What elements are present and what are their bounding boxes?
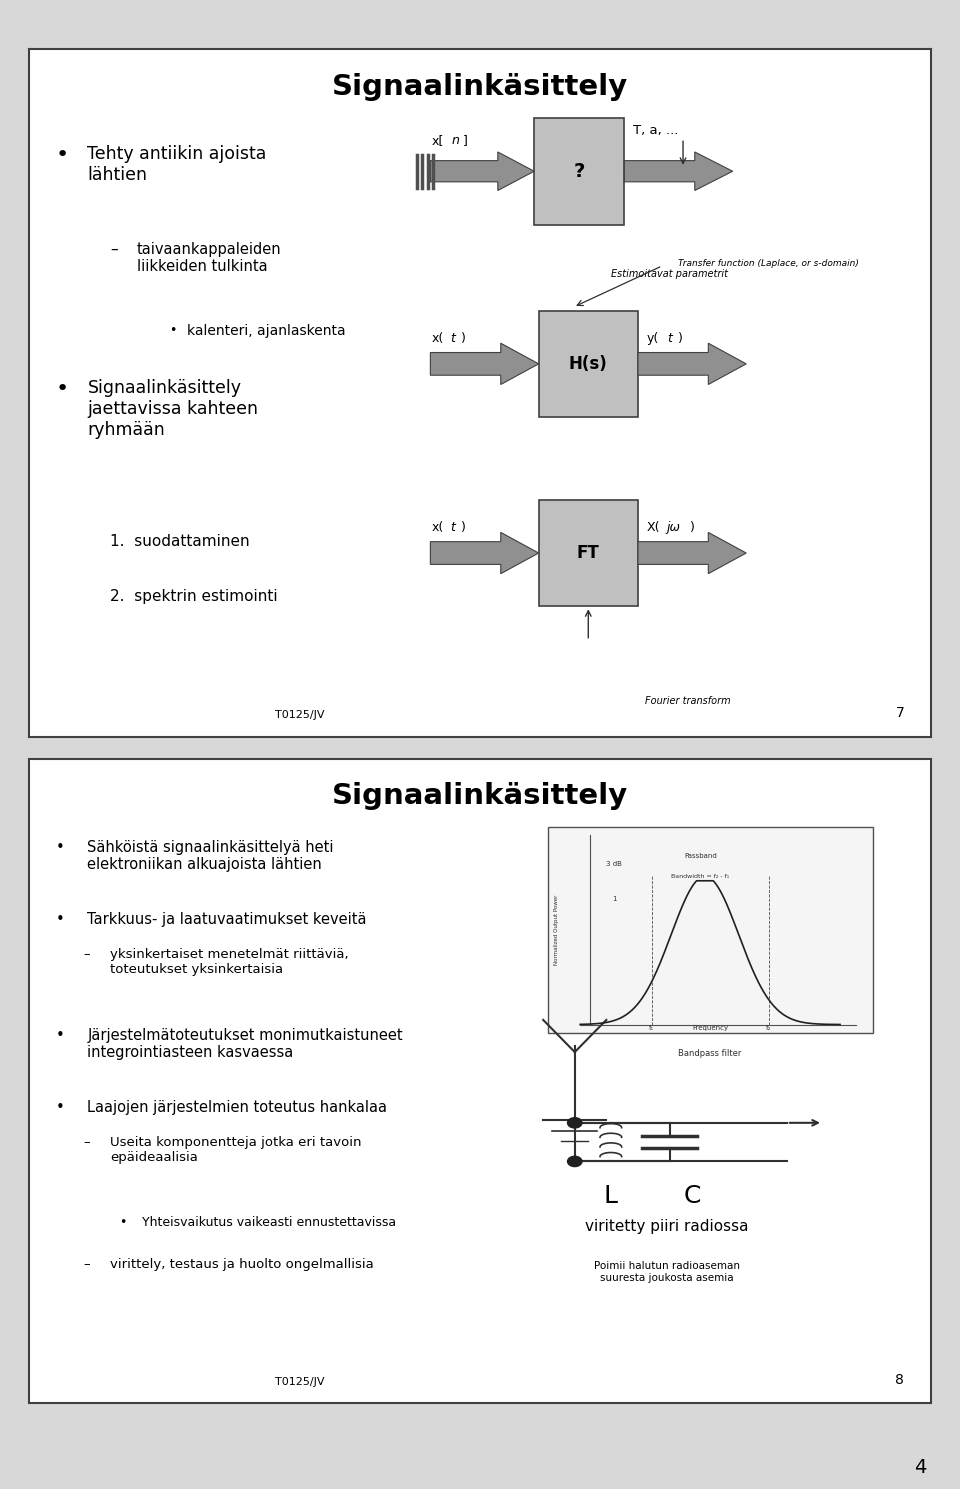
Text: Järjestelmätoteutukset monimutkaistuneet
integrointiasteen kasvaessa: Järjestelmätoteutukset monimutkaistuneet… bbox=[87, 1027, 403, 1060]
Text: x[: x[ bbox=[431, 134, 444, 147]
Text: yksinkertaiset menetelmät riittäviä,
toteutukset yksinkertaisia: yksinkertaiset menetelmät riittäviä, tot… bbox=[110, 948, 348, 977]
Text: •: • bbox=[56, 840, 64, 855]
Text: ): ) bbox=[690, 521, 695, 533]
Text: ]: ] bbox=[463, 134, 468, 147]
Text: •: • bbox=[56, 380, 69, 399]
Text: Yhteisvaikutus vaikeasti ennustettavissa: Yhteisvaikutus vaikeasti ennustettavissa bbox=[142, 1217, 396, 1230]
Text: –: – bbox=[83, 1258, 89, 1272]
Polygon shape bbox=[624, 152, 732, 191]
Text: jω: jω bbox=[667, 521, 681, 533]
Text: f₁: f₁ bbox=[649, 1024, 655, 1030]
Text: Passband: Passband bbox=[684, 853, 717, 859]
Polygon shape bbox=[430, 344, 539, 384]
Polygon shape bbox=[637, 344, 746, 384]
Text: ?: ? bbox=[573, 162, 585, 180]
Text: FT: FT bbox=[577, 543, 600, 561]
Text: T, a, ...: T, a, ... bbox=[634, 124, 679, 137]
Text: T0125/JV: T0125/JV bbox=[275, 710, 324, 719]
Text: 1.  suodattaminen: 1. suodattaminen bbox=[110, 535, 250, 549]
Text: Estimoitavat parametrit: Estimoitavat parametrit bbox=[611, 270, 728, 280]
Text: Sähköistä signaalinkäsittelyä heti
elektroniikan alkuajoista lähtien: Sähköistä signaalinkäsittelyä heti elekt… bbox=[87, 840, 334, 873]
Circle shape bbox=[567, 1118, 582, 1129]
FancyBboxPatch shape bbox=[539, 500, 637, 606]
Text: C: C bbox=[684, 1184, 701, 1208]
Polygon shape bbox=[430, 533, 539, 573]
Text: –: – bbox=[110, 241, 118, 256]
Text: Normalized Output Power: Normalized Output Power bbox=[554, 895, 559, 965]
Text: kalenteri, ajanlaskenta: kalenteri, ajanlaskenta bbox=[186, 325, 346, 338]
Text: Tehty antiikin ajoista
lähtien: Tehty antiikin ajoista lähtien bbox=[87, 146, 267, 185]
Text: –: – bbox=[83, 948, 89, 962]
Text: –: – bbox=[83, 1136, 89, 1150]
Text: t: t bbox=[667, 332, 672, 344]
Text: virittely, testaus ja huolto ongelmallisia: virittely, testaus ja huolto ongelmallis… bbox=[110, 1258, 373, 1272]
Text: Poimii halutun radioaseman
suuresta joukosta asemia: Poimii halutun radioaseman suuresta jouk… bbox=[594, 1261, 740, 1282]
Text: y(: y( bbox=[647, 332, 660, 344]
Text: 7: 7 bbox=[896, 706, 904, 719]
Text: Fourier transform: Fourier transform bbox=[645, 695, 731, 706]
Text: Signaalinkäsittely: Signaalinkäsittely bbox=[332, 782, 628, 810]
FancyBboxPatch shape bbox=[539, 311, 637, 417]
Text: •: • bbox=[56, 1100, 64, 1115]
Text: taivaankappaleiden
liikkeiden tulkinta: taivaankappaleiden liikkeiden tulkinta bbox=[137, 241, 281, 274]
Text: Signaalinkäsittely: Signaalinkäsittely bbox=[332, 73, 628, 101]
Text: Laajojen järjestelmien toteutus hankalaa: Laajojen järjestelmien toteutus hankalaa bbox=[87, 1100, 388, 1115]
Text: ): ) bbox=[461, 521, 466, 533]
Text: ): ) bbox=[678, 332, 683, 344]
Text: f₂: f₂ bbox=[766, 1024, 771, 1030]
Text: Bandpass filter: Bandpass filter bbox=[679, 1048, 742, 1057]
Text: Frequency: Frequency bbox=[692, 1024, 729, 1030]
Text: Tarkkuus- ja laatuvaatimukset keveitä: Tarkkuus- ja laatuvaatimukset keveitä bbox=[87, 913, 367, 928]
Polygon shape bbox=[430, 152, 534, 191]
Circle shape bbox=[567, 1157, 582, 1166]
Text: 4: 4 bbox=[914, 1458, 926, 1477]
Text: H(s): H(s) bbox=[569, 354, 608, 372]
Text: 2.  spektrin estimointi: 2. spektrin estimointi bbox=[110, 590, 277, 605]
FancyBboxPatch shape bbox=[547, 826, 873, 1033]
Text: •: • bbox=[56, 913, 64, 928]
Text: •: • bbox=[169, 325, 176, 338]
Text: x(: x( bbox=[431, 332, 444, 344]
Text: •: • bbox=[119, 1217, 127, 1230]
Text: Useita komponentteja jotka eri tavoin
epäideaalisia: Useita komponentteja jotka eri tavoin ep… bbox=[110, 1136, 362, 1164]
Text: Bandwidth = f₂ - f₁: Bandwidth = f₂ - f₁ bbox=[671, 874, 730, 879]
Text: X(: X( bbox=[647, 521, 660, 533]
Text: x(: x( bbox=[431, 521, 444, 533]
Text: 8: 8 bbox=[896, 1373, 904, 1386]
Polygon shape bbox=[637, 533, 746, 573]
Text: ): ) bbox=[461, 332, 466, 344]
Text: Signaalinkäsittely
jaettavissa kahteen
ryhmään: Signaalinkäsittely jaettavissa kahteen r… bbox=[87, 380, 258, 439]
Text: n: n bbox=[451, 134, 459, 147]
Text: 1: 1 bbox=[612, 896, 617, 902]
Text: viritetty piiri radiossa: viritetty piiri radiossa bbox=[586, 1219, 749, 1234]
Text: t: t bbox=[450, 332, 455, 344]
Text: •: • bbox=[56, 146, 69, 165]
Text: T0125/JV: T0125/JV bbox=[275, 1376, 324, 1386]
Text: •: • bbox=[56, 1027, 64, 1042]
Text: Transfer function (Laplace, or s-domain): Transfer function (Laplace, or s-domain) bbox=[678, 259, 859, 268]
Text: t: t bbox=[450, 521, 455, 533]
Text: L: L bbox=[604, 1184, 618, 1208]
FancyBboxPatch shape bbox=[534, 118, 624, 225]
Text: 3 dB: 3 dB bbox=[606, 861, 622, 867]
